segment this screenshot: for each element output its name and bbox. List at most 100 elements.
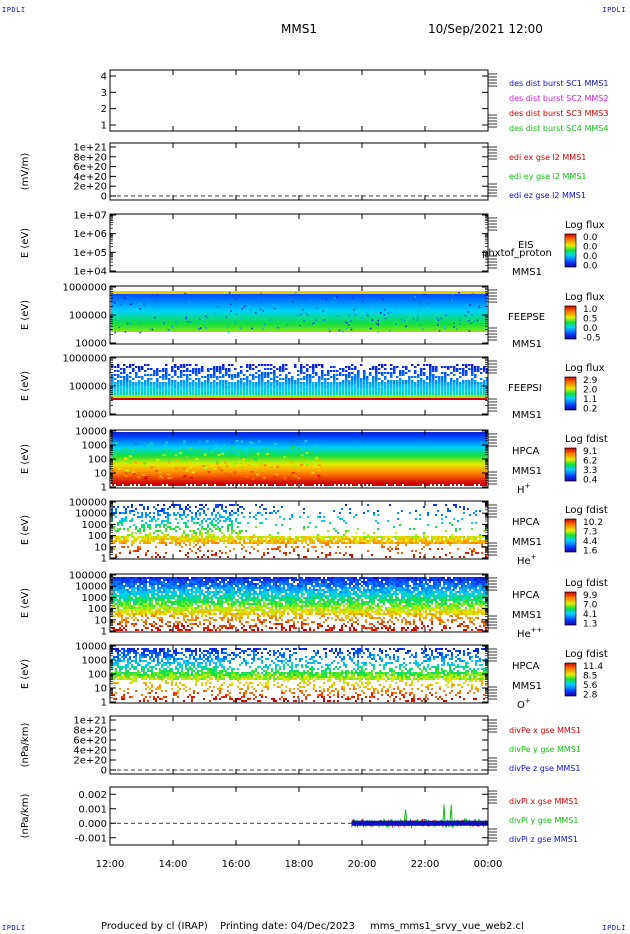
spectro-pixel	[211, 542, 213, 544]
spectro-pixel	[165, 552, 167, 554]
spectro-pixel	[265, 452, 269, 455]
spectro-pixel	[201, 538, 203, 540]
spectro-pixel	[143, 595, 145, 597]
spectro-pixel	[195, 583, 197, 585]
spectro-pixel	[145, 579, 147, 581]
spectro-pixel	[181, 538, 183, 540]
spectro-pixel	[167, 526, 169, 528]
spectro-pixel	[114, 370, 117, 372]
spectro-pixel	[375, 380, 378, 382]
spectro-pixel	[252, 463, 256, 466]
spectro-pixel	[426, 382, 429, 384]
spectro-pixel	[444, 390, 447, 392]
spectro-pixel	[298, 314, 300, 316]
spectro-pixel	[167, 605, 169, 607]
spectro-pixel	[207, 388, 210, 390]
spectro-pixel	[216, 370, 219, 372]
spectro-pixel	[437, 510, 439, 512]
spectro-pixel	[385, 556, 387, 558]
spectro-pixel	[412, 318, 415, 320]
spectro-pixel	[279, 388, 282, 390]
spectro-pixel	[113, 597, 115, 599]
spectro-pixel	[486, 384, 489, 386]
spectro-gap	[186, 484, 188, 487]
spectro-pixel	[129, 595, 131, 597]
spectro-pixel	[120, 388, 123, 390]
spectro-pixel	[465, 372, 468, 374]
spectro-gap	[350, 484, 352, 487]
spectro-pixel	[147, 589, 149, 591]
spectro-pixel	[336, 382, 339, 384]
spectro-pixel	[359, 542, 361, 544]
spectro-pixel	[165, 382, 168, 384]
spectro-pixel	[151, 589, 153, 591]
spectro-pixel	[137, 556, 139, 558]
spectro-pixel	[421, 542, 423, 544]
spectro-pixel	[219, 368, 222, 370]
spectro-pixel	[241, 536, 243, 538]
spectro-pixel	[195, 579, 197, 581]
spectro-pixel	[221, 504, 223, 506]
spectro-pixel	[234, 322, 236, 324]
spectro-pixel	[471, 540, 473, 542]
spectro-pixel	[131, 583, 133, 585]
spectro-pixel	[205, 605, 207, 607]
panel-note: phxtof_proton	[482, 248, 552, 259]
spectro-pixel	[199, 504, 201, 506]
spectro-pixel	[405, 388, 408, 390]
spectro-pixel	[137, 601, 139, 603]
spectro-pixel	[180, 384, 183, 386]
spectro-pixel	[141, 589, 143, 591]
spectro-pixel	[402, 386, 405, 388]
spectro-pixel	[221, 508, 223, 510]
spectro-pixel	[297, 388, 300, 390]
spectro-pixel	[185, 587, 187, 589]
spectro-pixel	[333, 380, 336, 382]
spectro-pixel	[327, 544, 329, 546]
spectro-pixel	[125, 611, 127, 613]
spectro-pixel	[462, 382, 465, 384]
spectro-pixel	[180, 376, 183, 378]
spectro-pixel	[457, 536, 459, 538]
spectro-pixel	[143, 591, 145, 593]
spectro-pixel	[143, 599, 145, 601]
spectro-pixel	[111, 392, 114, 394]
spectro-pixel	[120, 380, 123, 382]
spectro-pixel	[221, 538, 223, 540]
spectro-pixel	[199, 591, 201, 593]
spectro-pixel	[259, 536, 261, 538]
spectro-pixel	[447, 538, 449, 540]
spectro-pixel	[345, 392, 348, 394]
spectro-pixel	[144, 388, 147, 390]
y-tick-label: 1	[101, 483, 107, 494]
spectro-pixel	[324, 374, 327, 376]
spacecraft-label: MMS1	[512, 267, 542, 278]
spectro-pixel	[233, 504, 235, 506]
spectro-pixel	[186, 364, 189, 366]
spectro-pixel	[167, 621, 169, 623]
spectro-pixel	[187, 538, 189, 540]
spectro-pixel	[235, 536, 237, 538]
spectro-pixel	[174, 386, 177, 388]
spectro-pixel	[438, 384, 441, 386]
spectro-pixel	[225, 552, 227, 554]
spectro-pixel	[129, 512, 131, 514]
spectro-pixel	[312, 386, 315, 388]
spectro-pixel	[183, 605, 185, 607]
spectro-pixel	[305, 542, 307, 544]
spectro-pixel	[121, 605, 123, 607]
spectro-pixel	[175, 322, 177, 324]
spectro-pixel	[207, 627, 209, 629]
spectro-pixel	[157, 607, 159, 609]
spectro-pixel	[189, 466, 193, 469]
spectro-pixel	[173, 609, 175, 611]
spectro-pixel	[321, 388, 324, 390]
spectro-pixel	[263, 536, 265, 538]
spectro-pixel	[399, 384, 402, 386]
spectro-pixel	[153, 516, 155, 518]
spectro-pixel	[191, 518, 193, 520]
spectro-pixel	[209, 597, 211, 599]
spectro-pixel	[211, 440, 215, 443]
spectro-pixel	[397, 544, 399, 546]
spectro-pixel	[126, 460, 130, 463]
